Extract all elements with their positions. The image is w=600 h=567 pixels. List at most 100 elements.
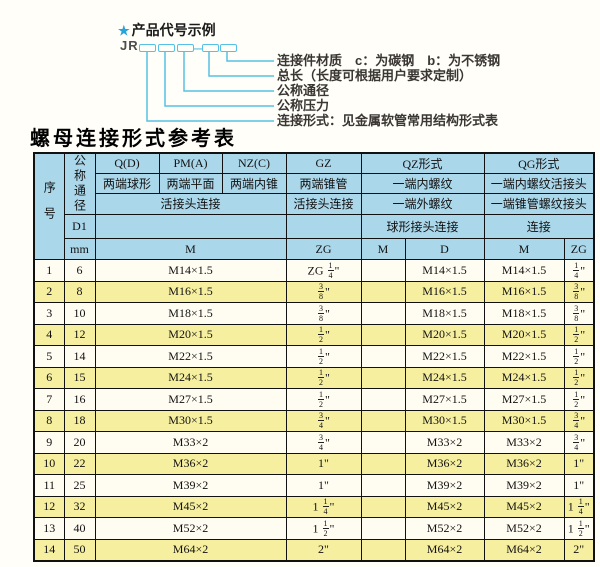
callout-total-length: 总长（长度可根据用户要求定制） <box>277 68 473 83</box>
cell-qz-d: M39×2 <box>404 474 485 497</box>
cell-qz-m <box>360 366 406 389</box>
table-row: 5 14 M22×1.5 1 2 " M22×1.5 M22×1.5 1 2 " <box>33 345 595 368</box>
cell-m: M24×1.5 <box>94 366 287 389</box>
cell-qg-m: M27×1.5 <box>483 388 565 411</box>
cell-qg-m: M36×2 <box>483 452 565 475</box>
cell-qg-zg: 2" <box>563 538 595 561</box>
cell-gz: 3 8 " <box>285 302 362 325</box>
star-icon: ★ <box>118 23 130 38</box>
cell-qz-m <box>360 409 406 432</box>
product-code-diagram: ★ 产品代号示例 JR — 连接件材质 c：为碳钢 b：为不锈钢 总长（长度可根据… <box>0 0 600 150</box>
cell-gz: 1 2 " <box>285 345 362 368</box>
cell-qz-d: M20×1.5 <box>404 323 485 346</box>
cell-m: M33×2 <box>94 431 287 454</box>
table-row: 2 8 M16×1.5 3 8 " M16×1.5 M16×1.5 3 8 " <box>33 280 595 303</box>
cell-gz: 1 2 " <box>285 388 362 411</box>
cell-m: M45×2 <box>94 495 287 518</box>
cell-dn: 15 <box>63 366 96 389</box>
cell-qz-m <box>360 474 406 497</box>
cell-seq: 2 <box>33 280 65 303</box>
cell-m: M27×1.5 <box>94 388 287 411</box>
cell-qz-d: M22×1.5 <box>404 345 485 368</box>
header-unit-mm: mm <box>63 238 96 260</box>
cell-dn: 6 <box>63 259 96 282</box>
header-form-qg: QG形式 <box>483 152 595 174</box>
cell-qg-zg: 1 4 " <box>563 259 595 282</box>
cell-qz-d: M24×1.5 <box>404 366 485 389</box>
cell-qg-zg: 1 2 " <box>563 323 595 346</box>
nut-connection-reference-table: 序号 公称通径 Q(D) PM(A) NZ(C) GZ QZ形式 QG形式 两端… <box>33 152 595 562</box>
header-d1: D1 <box>63 214 96 239</box>
cell-gz: 3 4 " <box>285 409 362 432</box>
cell-qg-m: M30×1.5 <box>483 409 565 432</box>
cell-qg-m: M39×2 <box>483 474 565 497</box>
cell-m: M18×1.5 <box>94 302 287 325</box>
cell-qg-zg: 1 1 4 " <box>563 495 595 518</box>
header-qg-m-col: M <box>483 238 565 260</box>
cell-qz-m <box>360 302 406 325</box>
table-row: 11 25 M39×2 1" M39×2 M39×2 1" <box>33 474 595 497</box>
cell-gz: 1" <box>285 452 362 475</box>
header-qz-desc2: 一端外螺纹 <box>360 192 485 216</box>
table-row: 12 32 M45×2 1 1 4 " M45×2 M45×2 1 1 4 " <box>33 495 595 518</box>
diagram-heading: ★ 产品代号示例 <box>118 20 216 40</box>
cell-qz-d: M18×1.5 <box>404 302 485 325</box>
cell-m: M20×1.5 <box>94 323 287 346</box>
table-body: 1 6 M14×1.5 ZG 1 4 " M14×1.5 M14×1.5 1 4 " 2 8 M16×1.… <box>33 259 595 561</box>
table-row: 1 6 M14×1.5 ZG 1 4 " M14×1.5 M14×1.5 1 4 " <box>33 259 595 282</box>
diagram-heading-text: 产品代号示例 <box>131 22 216 38</box>
header-qz-connection: 球形接头连接 <box>360 214 485 239</box>
cell-qg-zg: 1 2 " <box>563 366 595 389</box>
cell-qg-zg: 1 2 " <box>563 345 595 368</box>
cell-dn: 16 <box>63 388 96 411</box>
cell-seq: 8 <box>33 409 65 432</box>
table-row: 4 12 M20×1.5 1 2 " M20×1.5 M20×1.5 1 2 " <box>33 323 595 346</box>
code-box-connection-form <box>139 44 156 52</box>
header-qg-connection: 连接 <box>483 214 595 239</box>
cell-m: M14×1.5 <box>94 259 287 282</box>
cell-qz-d: M33×2 <box>404 431 485 454</box>
cell-m: M22×1.5 <box>94 345 287 368</box>
cell-seq: 6 <box>33 366 65 389</box>
cell-dn: 40 <box>63 517 96 540</box>
cell-qz-m <box>360 259 406 282</box>
cell-seq: 12 <box>33 495 65 518</box>
table-row: 3 10 M18×1.5 3 8 " M18×1.5 M18×1.5 3 8 " <box>33 302 595 325</box>
cell-qz-m <box>360 345 406 368</box>
header-form-gz: GZ <box>285 152 362 174</box>
cell-qz-d: M27×1.5 <box>404 388 485 411</box>
cell-qg-m: M24×1.5 <box>483 366 565 389</box>
header-nzc-desc: 两端内锥 <box>221 172 287 194</box>
cell-qg-zg: 3 8 " <box>563 280 595 303</box>
header-gz-connection: 活接头连接 <box>285 192 362 216</box>
code-box-material <box>220 44 237 52</box>
table-title: 螺母连接形式参考表 <box>30 128 237 150</box>
code-box-nominal-diameter <box>177 44 194 52</box>
cell-dn: 22 <box>63 452 96 475</box>
cell-seq: 9 <box>33 431 65 454</box>
cell-seq: 10 <box>33 452 65 475</box>
cell-seq: 5 <box>33 345 65 368</box>
cell-gz: 1 1 2 " <box>285 517 362 540</box>
table-row: 13 40 M52×2 1 1 2 " M52×2 M52×2 1 1 2 " <box>33 517 595 540</box>
header-qz-d-col: D <box>404 238 485 260</box>
cell-seq: 14 <box>33 538 65 561</box>
table-row: 9 20 M33×2 3 4 " M33×2 M33×2 3 4 " <box>33 431 595 454</box>
cell-qz-d: M14×1.5 <box>404 259 485 282</box>
cell-qz-m <box>360 495 406 518</box>
table-row: 10 22 M36×2 1" M36×2 M36×2 1" <box>33 452 595 475</box>
header-m-connection: 活接头连接 <box>94 192 287 216</box>
header-m-col: M <box>94 238 287 260</box>
cell-dn: 18 <box>63 409 96 432</box>
cell-dn: 20 <box>63 431 96 454</box>
